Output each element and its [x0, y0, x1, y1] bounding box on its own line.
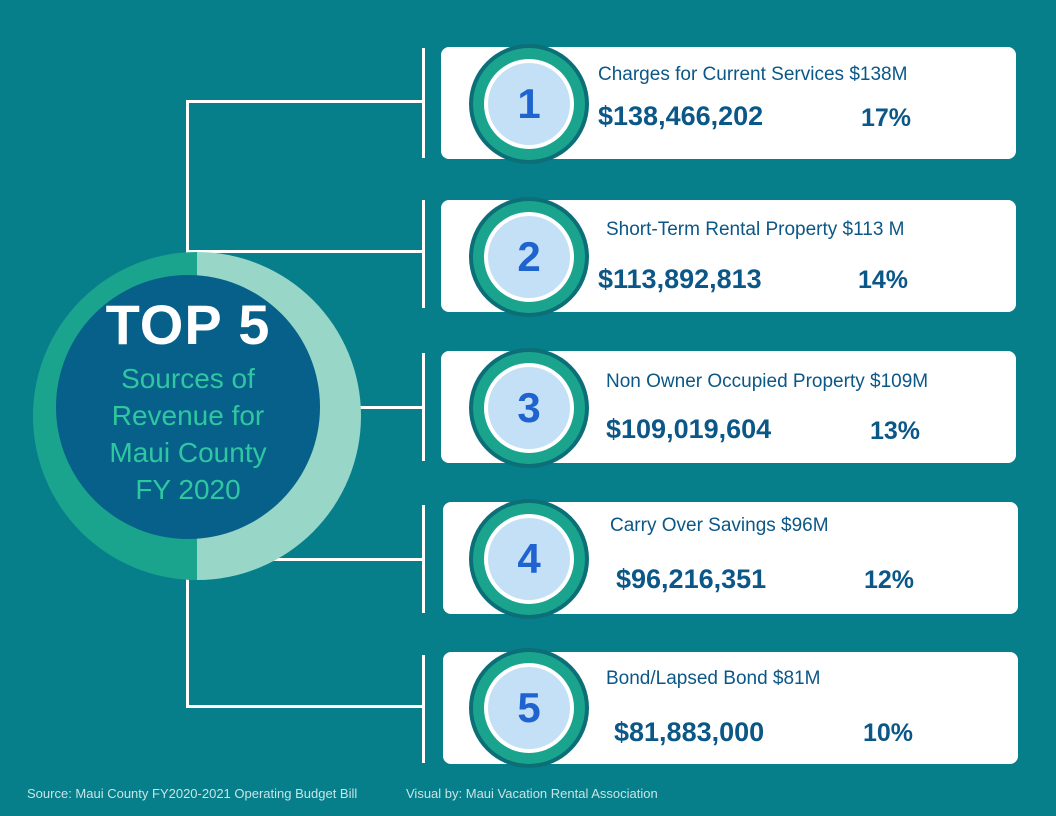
rank-number-5: 5 [488, 667, 570, 749]
subtitle-line-4: FY 2020 [135, 474, 241, 505]
title-circle-inner: TOP 5 Sources of Revenue for Maui County… [56, 275, 320, 539]
rank-badge-2: 2 [469, 197, 589, 317]
bracket-5 [422, 655, 425, 763]
rank-number-3: 3 [488, 367, 570, 449]
subtitle-line-2: Revenue for [111, 400, 265, 431]
card-title-5: Bond/Lapsed Bond $81M [606, 668, 821, 689]
rank-badge-3: 3 [469, 348, 589, 468]
connector-line-1 [186, 100, 424, 103]
card-amount-1: $138,466,202 [598, 101, 764, 131]
card-amount-2: $113,892,813 [598, 264, 762, 294]
rank-badge-1: 1 [469, 44, 589, 164]
rank-number-2: 2 [488, 216, 570, 298]
subtitle-line-3: Maui County [109, 437, 267, 468]
rank-badge-5: 5 [469, 648, 589, 768]
card-title-2: Short-Term Rental Property $113 M [606, 219, 905, 240]
card-amount-5: $81,883,000 [614, 717, 765, 747]
subtitle-line-1: Sources of [121, 363, 255, 394]
connector-line-2 [186, 250, 424, 253]
card-amount-3: $109,019,604 [606, 414, 772, 444]
card-percent-5: 10% [863, 719, 914, 747]
card-percent-4: 12% [864, 566, 915, 594]
connector-line-4 [186, 558, 424, 561]
top5-heading: TOP 5 [105, 293, 271, 356]
rank-number-1: 1 [488, 63, 570, 145]
card-amount-4: $96,216,351 [616, 564, 767, 594]
bracket-3 [422, 353, 425, 461]
credit-note: Visual by: Maui Vacation Rental Associat… [406, 786, 658, 801]
card-title-3: Non Owner Occupied Property $109M [606, 371, 929, 392]
card-title-4: Carry Over Savings $96M [610, 515, 829, 536]
source-note: Source: Maui County FY2020-2021 Operatin… [27, 786, 358, 801]
card-percent-1: 17% [861, 104, 912, 132]
rank-number-4: 4 [488, 518, 570, 600]
bracket-2 [422, 200, 425, 308]
card-title-1: Charges for Current Services $138M [598, 64, 908, 85]
bracket-1 [422, 48, 425, 158]
bracket-4 [422, 505, 425, 613]
card-percent-3: 13% [870, 417, 921, 445]
card-percent-2: 14% [858, 266, 909, 294]
connector-line-5 [186, 705, 424, 708]
rank-badge-4: 4 [469, 499, 589, 619]
